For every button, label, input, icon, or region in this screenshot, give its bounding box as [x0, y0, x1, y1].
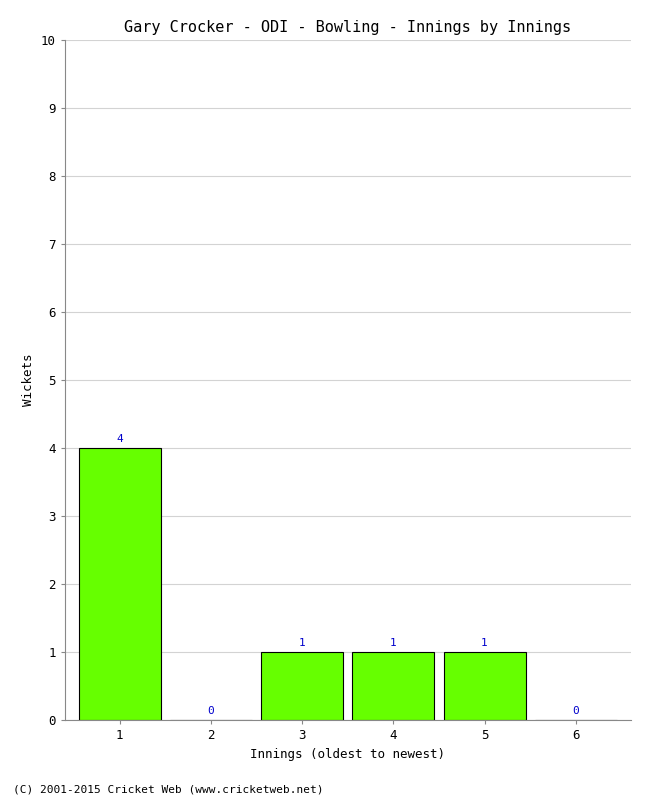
Title: Gary Crocker - ODI - Bowling - Innings by Innings: Gary Crocker - ODI - Bowling - Innings b…	[124, 20, 571, 34]
Text: 1: 1	[481, 638, 488, 648]
Bar	[79, 448, 161, 720]
Bar	[443, 652, 526, 720]
Text: 0: 0	[207, 706, 214, 716]
Text: 1: 1	[390, 638, 396, 648]
Text: 0: 0	[573, 706, 579, 716]
Text: (C) 2001-2015 Cricket Web (www.cricketweb.net): (C) 2001-2015 Cricket Web (www.cricketwe…	[13, 784, 324, 794]
Bar	[352, 652, 434, 720]
X-axis label: Innings (oldest to newest): Innings (oldest to newest)	[250, 747, 445, 761]
Bar	[261, 652, 343, 720]
Text: 1: 1	[299, 638, 305, 648]
Text: 4: 4	[116, 434, 123, 444]
Y-axis label: Wickets: Wickets	[22, 354, 35, 406]
